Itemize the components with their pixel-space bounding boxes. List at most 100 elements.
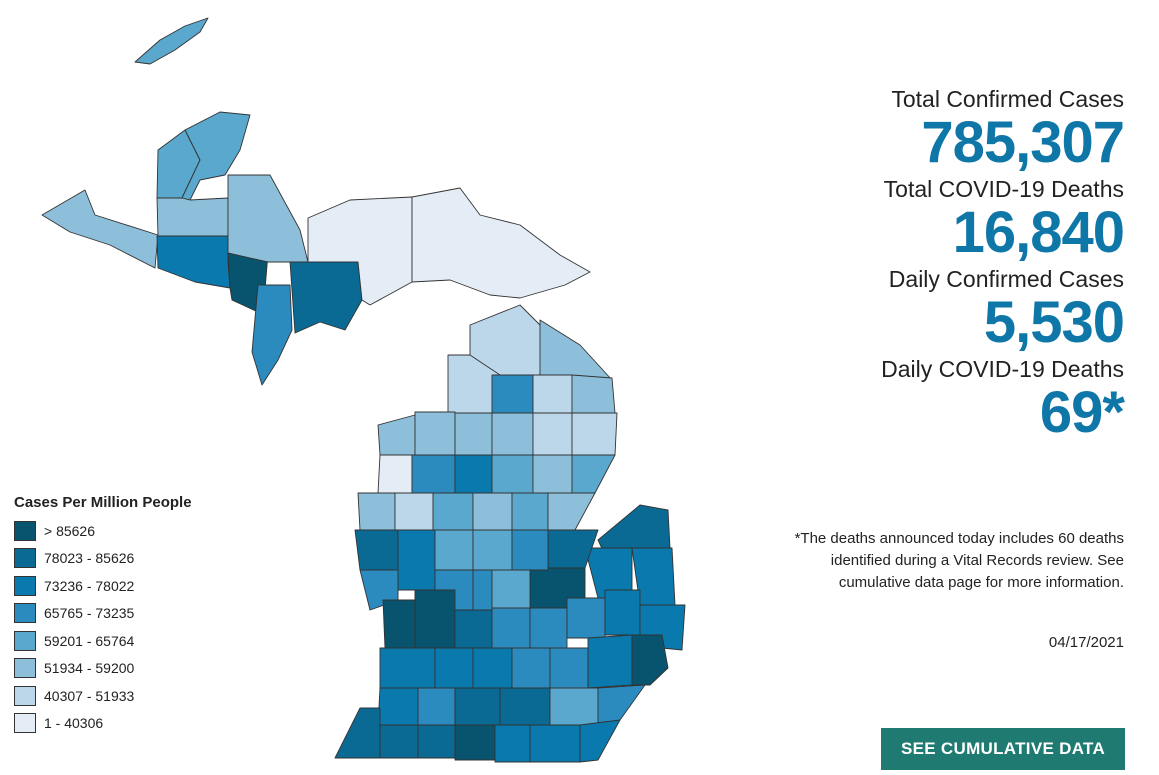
county-region <box>454 724 496 761</box>
county-region <box>432 492 474 531</box>
county-region <box>472 569 493 611</box>
county-region <box>631 634 669 686</box>
legend-item: 59201 - 65764 <box>14 627 192 655</box>
daily-cases-value: 5,530 <box>983 290 1125 355</box>
legend-label: 59201 - 65764 <box>44 632 135 649</box>
legend-label: 1 - 40306 <box>44 715 104 732</box>
total-cases-label: Total Confirmed Cases <box>891 86 1124 112</box>
county-region <box>511 492 549 531</box>
county-region <box>379 647 436 689</box>
county-region <box>251 284 293 386</box>
legend-label: 78023 - 85626 <box>44 550 135 567</box>
legend-item: 73236 - 78022 <box>14 572 192 600</box>
deaths-footnote: *The deaths announced today includes 60 … <box>794 530 1124 591</box>
legend-label: 51934 - 59200 <box>44 660 135 677</box>
legend-label: 65765 - 73235 <box>44 605 135 622</box>
county-region <box>411 454 456 494</box>
county-region <box>539 319 613 381</box>
legend-label: 73236 - 78022 <box>44 577 135 594</box>
legend-item: > 85626 <box>14 517 192 545</box>
county-region <box>354 529 399 571</box>
county-region <box>181 111 251 201</box>
county-region <box>494 724 531 763</box>
legend-label: 40307 - 51933 <box>44 687 135 704</box>
county-region <box>377 414 416 456</box>
county-region <box>434 647 474 689</box>
daily-cases-label: Daily Confirmed Cases <box>888 266 1124 292</box>
county-region <box>571 412 618 456</box>
county-region <box>571 454 616 494</box>
county-region <box>604 589 641 636</box>
total-deaths-label: Total COVID-19 Deaths <box>883 176 1124 202</box>
county-region <box>532 454 573 494</box>
county-region <box>382 599 416 649</box>
county-region <box>156 235 231 289</box>
county-region <box>511 647 551 689</box>
county-region <box>156 197 229 237</box>
county-region <box>454 412 493 456</box>
county-region <box>529 724 581 763</box>
county-region <box>532 374 573 414</box>
county-region <box>357 492 396 531</box>
legend-item: 51934 - 59200 <box>14 655 192 683</box>
county-region <box>491 374 534 414</box>
county-region <box>566 597 606 639</box>
report-date: 04/17/2021 <box>1048 634 1124 651</box>
county-region <box>414 589 456 649</box>
legend-swatch <box>14 685 36 706</box>
county-region <box>511 529 549 571</box>
total-cases-value: 785,307 <box>921 110 1125 175</box>
county-region <box>454 454 493 494</box>
county-region <box>472 492 513 531</box>
michigan-county-map <box>41 17 686 763</box>
county-region <box>377 454 413 494</box>
legend-item: 78023 - 85626 <box>14 545 192 573</box>
stats-panel: Total Confirmed Cases 785,307 Total COVI… <box>704 85 1125 445</box>
legend-item: 40307 - 51933 <box>14 682 192 710</box>
county-region <box>377 687 419 726</box>
county-region <box>307 196 413 306</box>
legend-label: > 85626 <box>44 522 95 539</box>
legend-swatch <box>14 520 36 541</box>
legend-swatch <box>14 548 36 569</box>
county-region <box>597 684 646 726</box>
county-region <box>397 529 436 591</box>
legend-swatch <box>14 658 36 679</box>
county-region <box>41 189 159 269</box>
county-region <box>454 687 501 726</box>
legend-swatch <box>14 575 36 596</box>
county-region <box>587 634 633 689</box>
county-region <box>289 261 363 334</box>
county-region <box>472 647 513 689</box>
county-region <box>547 492 596 531</box>
county-region <box>549 647 589 689</box>
county-region <box>491 454 534 494</box>
legend-swatch <box>14 603 36 624</box>
daily-deaths-value: 69* <box>1039 380 1125 445</box>
county-region <box>417 724 456 759</box>
legend-item: 1 - 40306 <box>14 710 192 738</box>
county-region <box>532 412 573 456</box>
legend-swatch <box>14 713 36 734</box>
county-region <box>579 719 621 763</box>
county-region <box>491 607 531 649</box>
daily-deaths-label: Daily COVID-19 Deaths <box>881 356 1124 382</box>
county-region <box>227 174 309 263</box>
county-region <box>411 187 591 299</box>
county-region <box>434 529 474 571</box>
county-region <box>529 607 568 649</box>
county-region <box>334 707 381 759</box>
county-region <box>491 412 534 456</box>
county-region <box>394 492 434 531</box>
county-region <box>597 504 671 556</box>
county-region <box>414 411 456 456</box>
county-region <box>454 609 493 649</box>
county-region <box>571 374 616 414</box>
legend-item: 65765 - 73235 <box>14 600 192 628</box>
total-deaths-value: 16,840 <box>952 200 1125 265</box>
county-region <box>134 17 209 65</box>
county-region <box>379 724 419 759</box>
county-region <box>417 687 456 726</box>
legend-title: Cases Per Million People <box>14 494 192 511</box>
see-cumulative-data-button[interactable]: SEE CUMULATIVE DATA <box>881 728 1125 770</box>
